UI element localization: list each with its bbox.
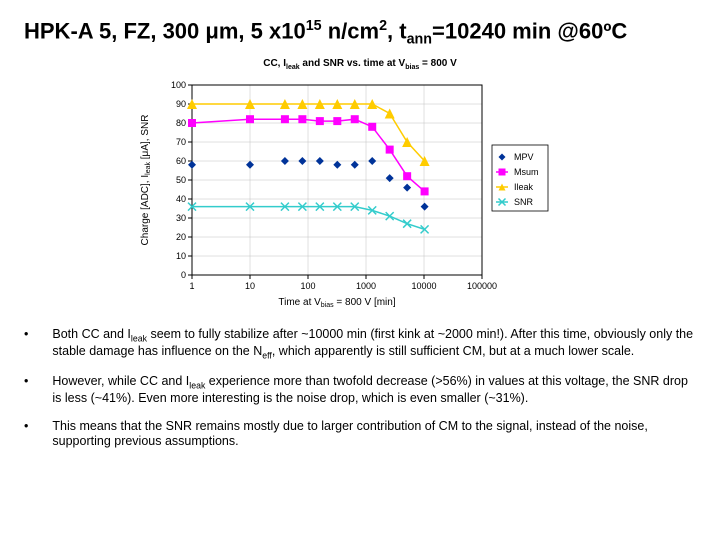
svg-text:100: 100 <box>300 281 315 291</box>
svg-text:SNR: SNR <box>514 197 534 207</box>
chart-container: CC, Ileak and SNR vs. time at Vbias = 80… <box>24 58 696 315</box>
chart-title: CC, Ileak and SNR vs. time at Vbias = 80… <box>130 58 590 71</box>
svg-text:30: 30 <box>176 213 186 223</box>
svg-text:Charge [ADC], Ileak [μA], SNR: Charge [ADC], Ileak [μA], SNR <box>140 114 152 245</box>
svg-text:1000: 1000 <box>356 281 376 291</box>
svg-text:100000: 100000 <box>467 281 497 291</box>
svg-text:90: 90 <box>176 99 186 109</box>
svg-text:50: 50 <box>176 175 186 185</box>
bullet-3: This means that the SNR remains mostly d… <box>24 419 696 450</box>
bullet-list: Both CC and Ileak seem to fully stabiliz… <box>24 327 696 450</box>
svg-text:10: 10 <box>245 281 255 291</box>
svg-text:40: 40 <box>176 194 186 204</box>
svg-text:70: 70 <box>176 137 186 147</box>
slide-title: HPK-A 5, FZ, 300 μm, 5 x1015 n/cm2, tann… <box>24 18 696 48</box>
svg-text:0: 0 <box>181 270 186 280</box>
bullet-2: However, while CC and Ileak experience m… <box>24 374 696 407</box>
svg-text:100: 100 <box>171 80 186 90</box>
svg-text:Msum: Msum <box>514 167 539 177</box>
svg-text:10: 10 <box>176 251 186 261</box>
svg-text:MPV: MPV <box>514 152 534 162</box>
title-text-1: HPK-A 5 <box>24 18 111 43</box>
svg-text:1: 1 <box>189 281 194 291</box>
svg-text:10000: 10000 <box>411 281 436 291</box>
line-chart: 0102030405060708090100110100100010000100… <box>130 75 590 310</box>
title-fluence-pre: 5 x10 <box>251 18 306 43</box>
svg-text:80: 80 <box>176 118 186 128</box>
svg-text:Time at Vbias = 800 V [min]: Time at Vbias = 800 V [min] <box>278 297 395 309</box>
svg-text:20: 20 <box>176 232 186 242</box>
title-text-3: 300 μm <box>163 18 239 43</box>
svg-text:Ileak: Ileak <box>514 182 534 192</box>
bullet-1: Both CC and Ileak seem to fully stabiliz… <box>24 327 696 362</box>
svg-text:60: 60 <box>176 156 186 166</box>
title-text-2: FZ <box>123 18 150 43</box>
